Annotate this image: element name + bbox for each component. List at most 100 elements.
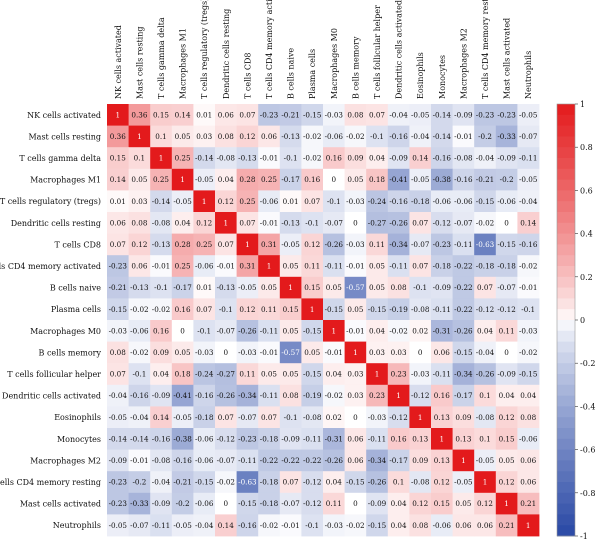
heatmap-cell: [474, 212, 497, 234]
heatmap-cell: [366, 276, 389, 299]
heatmap-cell: [409, 212, 432, 234]
heatmap-cell: [301, 298, 324, 321]
cell-value: -0.02: [217, 478, 235, 487]
heatmap-cell: [150, 147, 173, 170]
heatmap-cell: [128, 341, 151, 364]
heatmap-cell: [150, 341, 173, 364]
heatmap-cells: [107, 104, 540, 537]
colorbar-segment: [557, 492, 575, 504]
cell-value: 0.25: [175, 154, 191, 163]
cell-value: -0.07: [325, 218, 344, 227]
heatmap-cell: [323, 384, 345, 407]
heatmap-cell: [236, 147, 259, 170]
heatmap-cell: [387, 341, 410, 364]
cell-value: -0.38: [433, 175, 452, 184]
heatmap-cell: [517, 341, 540, 364]
heatmap-cell: [301, 255, 324, 278]
heatmap-cell: [452, 428, 475, 450]
heatmap-cell: [128, 298, 151, 321]
cell-value: 1: [137, 132, 142, 141]
cell-value: -0.01: [454, 132, 472, 141]
heatmap-cell: [431, 168, 453, 191]
heatmap-cell: [279, 406, 302, 429]
cell-value: -0.57: [346, 283, 365, 292]
heatmap-cell: [323, 190, 345, 213]
heatmap-cell: [495, 341, 518, 364]
heatmap-cell: [431, 104, 453, 126]
cell-value: -0.26: [217, 391, 236, 400]
heatmap-cell: [366, 428, 389, 450]
heatmap-cell: [107, 233, 129, 256]
colorbar-segment: [557, 168, 575, 180]
cell-value: -0.16: [519, 240, 538, 249]
cell-value: 0.05: [347, 305, 363, 314]
row-label: Neutrophils: [53, 521, 101, 530]
heatmap-cell: [150, 449, 173, 472]
heatmap-cell: [301, 449, 324, 472]
heatmap-cell: [431, 471, 453, 494]
heatmap-cell: [495, 168, 518, 191]
heatmap-cell: [215, 514, 237, 537]
heatmap-cell: [279, 320, 302, 342]
heatmap-cell: [452, 471, 475, 494]
heatmap-cell: [215, 212, 237, 234]
cell-value: -0.06: [130, 326, 149, 335]
heatmap-cell: [193, 384, 216, 407]
heatmap-cell: [301, 406, 324, 429]
cell-value: 0.03: [347, 370, 363, 379]
cell-value: 1: [159, 154, 164, 163]
cell-value: -0.11: [303, 434, 321, 443]
colorbar-segment: [557, 482, 575, 494]
heatmap-cell: [409, 363, 432, 386]
cell-value: 0.11: [369, 240, 385, 249]
heatmap-cell: [495, 471, 518, 494]
heatmap-cell: [171, 320, 194, 342]
colorbar-segment: [557, 395, 575, 407]
heatmap-cell: [193, 428, 216, 450]
cell-value-labels: 1 0.36 0.15 0.14 0.01 0.06 0.07 -0.23 -0.21 -0.15…: [109, 110, 538, 529]
cell-value: -0.15: [238, 499, 257, 508]
cell-value: 1: [116, 110, 121, 119]
cell-value: -0.06: [433, 521, 452, 530]
cell-value: 0.06: [477, 521, 493, 530]
cell-value: -0.16: [130, 391, 149, 400]
heatmap-cell: [193, 147, 216, 170]
cell-value: -0.16: [238, 521, 257, 530]
cell-value: -0.09: [109, 456, 128, 465]
heatmap-cell: [171, 514, 194, 537]
heatmap-cell: [431, 255, 453, 278]
cell-value: -0.11: [260, 326, 278, 335]
heatmap-cell: [107, 147, 129, 170]
colorbar-segment: [557, 255, 575, 267]
cell-value: 0.14: [110, 175, 126, 184]
cell-value: -0.15: [368, 305, 387, 314]
cell-value: 0.28: [175, 240, 191, 249]
column-label: B cells memory: [351, 36, 360, 99]
colorbar-segment: [557, 136, 575, 148]
heatmap-cell: [409, 384, 432, 407]
colorbar-tick-label: 0.4: [580, 230, 593, 239]
heatmap-cell: [323, 125, 345, 148]
cell-value: 0: [418, 348, 423, 357]
cell-value: 0.09: [153, 348, 169, 357]
cell-value: 0.04: [175, 218, 191, 227]
heatmap-cell: [236, 449, 259, 472]
cell-value: -0.07: [130, 521, 149, 530]
heatmap-cell: [128, 233, 151, 256]
heatmap-cell: [387, 233, 410, 256]
cell-value: 1: [461, 456, 466, 465]
cell-value: 0.04: [391, 521, 407, 530]
heatmap-cell: [301, 233, 324, 256]
heatmap-cell: [366, 514, 389, 537]
cell-value: -0.09: [497, 154, 516, 163]
cell-value: -0.01: [519, 283, 537, 292]
cell-value: -0.06: [519, 434, 538, 443]
heatmap-cell: [215, 104, 237, 126]
heatmap-cell: [323, 363, 345, 386]
heatmap-cell: [452, 320, 475, 342]
heatmap-cell: [344, 212, 367, 234]
cell-value: -0.07: [238, 413, 257, 422]
heatmap-cell: [409, 190, 432, 213]
cell-value: -0.06: [433, 197, 452, 206]
cell-value: 0.12: [304, 240, 320, 249]
